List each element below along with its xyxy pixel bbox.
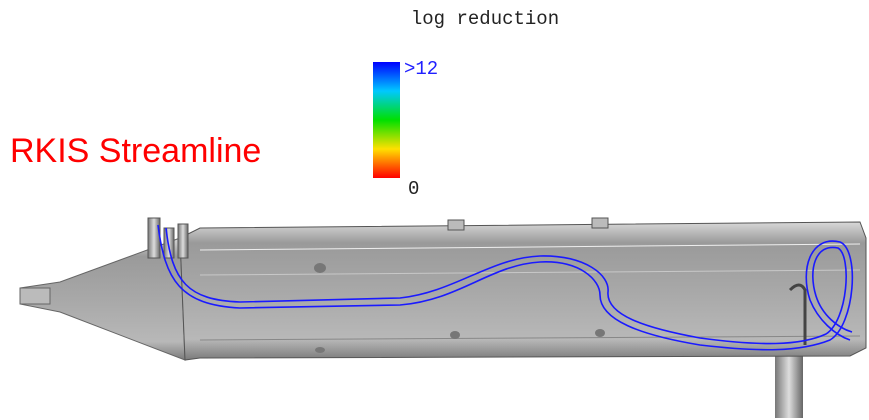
colorbar-title: log reduction <box>411 8 559 30</box>
colorbar <box>373 62 400 178</box>
figure: log reduction >12 0 RKIS Streamline <box>0 0 869 420</box>
colorbar-max-label: >12 <box>404 58 438 80</box>
figure-title: RKIS Streamline <box>10 132 261 170</box>
vessel <box>20 218 866 418</box>
colorbar-min-label: 0 <box>408 178 419 200</box>
